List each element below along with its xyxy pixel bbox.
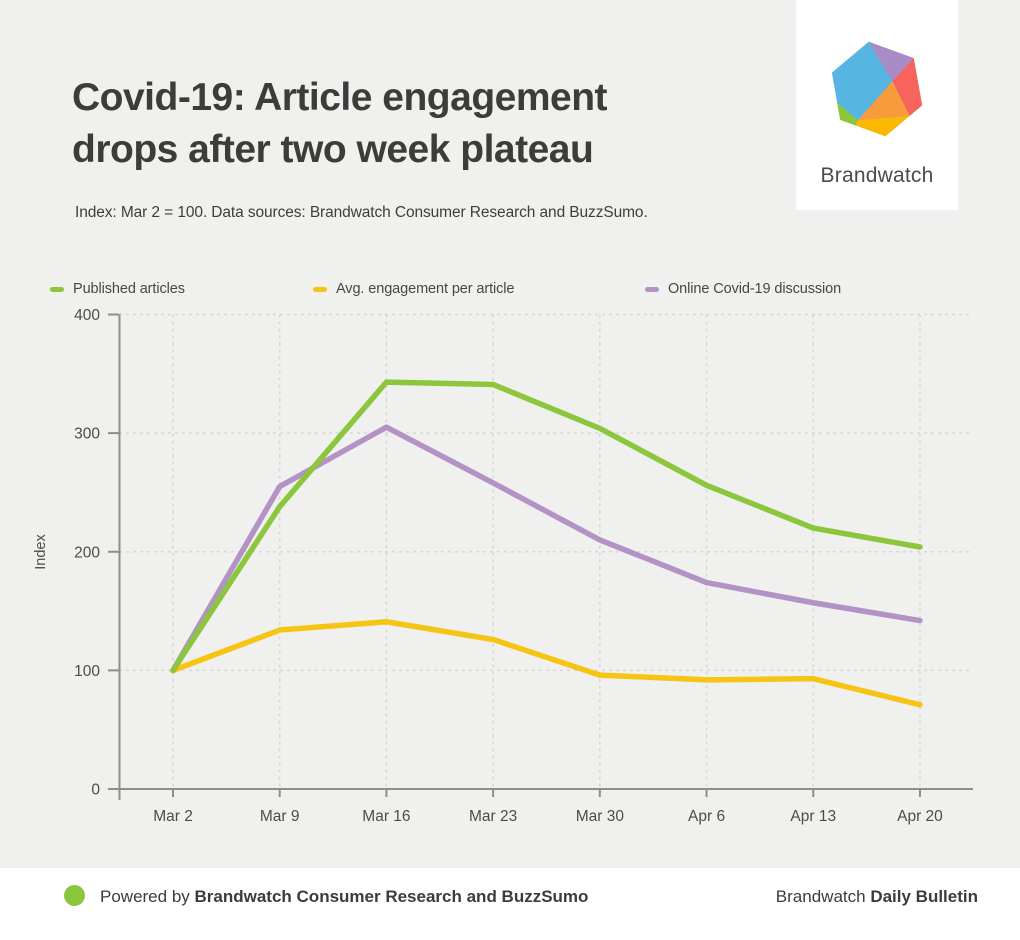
brandwatch-logo-card: Brandwatch	[796, 0, 958, 210]
y-tick-label: 200	[74, 544, 100, 561]
chart-subtitle: Index: Mar 2 = 100. Data sources: Brandw…	[75, 204, 648, 221]
y-tick-label: 100	[74, 663, 100, 680]
line-chart: 0 100 200 300 400 Mar 2 Mar 9 Mar 16 Mar 23 Mar 3…	[0, 300, 1020, 845]
x-tick-label: Mar 16	[362, 808, 410, 825]
legend-item-online-discussion: Online Covid-19 discussion	[645, 281, 842, 297]
series-line-published-articles	[170, 379, 923, 674]
y-tick-label: 300	[74, 426, 100, 443]
page-title-line2: drops after two week plateau	[72, 128, 594, 171]
x-tick-label: Mar 2	[153, 808, 193, 825]
powered-by-prefix: Powered by	[100, 887, 190, 906]
legend-item-avg-engagement: Avg. engagement per article	[313, 281, 515, 297]
green-dot-icon	[64, 885, 85, 906]
powered-by-source: Brandwatch Consumer Research and BuzzSum…	[194, 887, 589, 906]
y-tick-label: 0	[91, 782, 100, 799]
page-title-line1: Covid-19: Article engagement	[72, 76, 608, 119]
daily-bulletin-text: Brandwatch Daily Bulletin	[776, 887, 978, 907]
bulletin-name: Daily Bulletin	[870, 887, 978, 906]
series-line-online-covid-19-discussion	[170, 424, 923, 674]
legend-label: Avg. engagement per article	[336, 281, 515, 297]
legend-item-published-articles: Published articles	[50, 281, 185, 297]
line-chart-svg: 0 100 200 300 400 Mar 2 Mar 9 Mar 16 Mar 23 Mar 3…	[33, 307, 973, 825]
legend-label: Online Covid-19 discussion	[668, 281, 842, 297]
brandwatch-hexagon-icon	[831, 41, 923, 137]
powered-by-text: Powered by Brandwatch Consumer Research …	[100, 887, 588, 907]
x-tick-label: Mar 30	[576, 808, 625, 825]
series-line-avg-engagement-per-article	[170, 618, 923, 708]
x-tick-label: Mar 23	[469, 808, 517, 825]
page-title: Covid-19: Article engagement drops after…	[72, 72, 608, 176]
x-tick-label: Apr 20	[897, 808, 943, 825]
legend-swatch-avg-engagement	[313, 286, 327, 292]
bulletin-brand: Brandwatch	[775, 887, 866, 906]
legend-swatch-online-discussion	[645, 286, 659, 292]
legend-swatch-published-articles	[50, 286, 64, 292]
brandwatch-wordmark: Brandwatch	[820, 164, 934, 187]
x-tick-label: Mar 9	[260, 808, 300, 825]
legend-label: Published articles	[73, 281, 185, 297]
x-tick-label: Apr 13	[790, 808, 836, 825]
footer-bar: Powered by Brandwatch Consumer Research …	[0, 868, 1020, 940]
y-axis-title: Index	[33, 534, 49, 570]
y-tick-label: 400	[74, 307, 100, 324]
x-tick-label: Apr 6	[688, 808, 725, 825]
